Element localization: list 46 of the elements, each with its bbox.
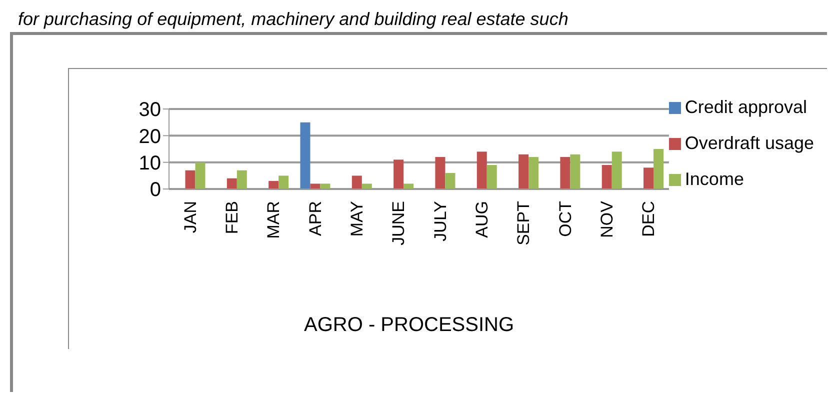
bar [476,152,487,189]
legend-label: Income [684,169,744,189]
legend-label: Credit approval [684,97,807,117]
x-tick-label: DEC [639,201,658,237]
bar [320,184,330,189]
bar [310,184,320,189]
bar [268,181,279,189]
bar [352,176,362,189]
y-tick-label: 30 [138,99,161,122]
x-tick-label: FEB [222,201,242,234]
x-axis-title: AGRO - PROCESSING [302,314,516,337]
bar [644,168,654,189]
x-tick-label: MAR [264,201,284,239]
x-tick-label: APR [306,201,325,236]
bar [570,154,580,189]
bar [445,173,456,189]
x-tick-label: MAY [347,201,366,237]
bar [394,160,404,189]
y-tick-label: 0 [150,179,161,202]
y-tick-label: 10 [138,152,161,174]
bar [435,157,446,189]
x-tick-label: AUG [472,201,492,238]
bar [300,122,310,189]
legend-label: Overdraft usage [684,133,814,153]
y-tick-label: 20 [138,126,161,148]
bar [226,178,237,189]
x-tick-label: JAN [180,201,200,234]
bar [362,184,372,189]
x-tick-label: OCT [556,201,575,237]
x-tick-label: JUNE [389,201,408,246]
bar [185,170,196,189]
bar [612,152,622,189]
bar [404,184,414,189]
bar [518,154,529,189]
bar [560,157,570,189]
x-tick-label: SEPT [514,201,534,246]
bar [528,157,539,189]
text: for purchasing of equipment, machinery and building real estate such [18,8,568,30]
bar [602,165,612,189]
bar [486,165,497,189]
bar [195,162,206,189]
bar [236,170,247,189]
bar [278,176,289,189]
bar [654,149,664,189]
x-tick-label: NOV [597,200,616,238]
x-tick-label: JULY [430,201,450,242]
